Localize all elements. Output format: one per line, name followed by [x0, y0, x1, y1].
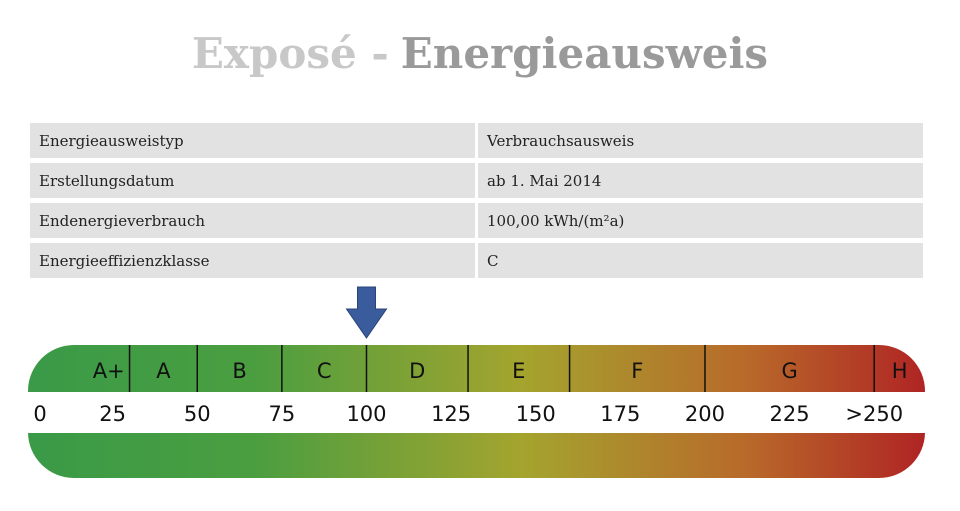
table-cell — [478, 163, 923, 198]
scale: A+ A B C D E F G H 0 25 50 75 100 125 150 175 200 225 >250 — [33, 286, 908, 426]
tick-label: 200 — [685, 402, 725, 426]
cell-text: Energieausweistyp — [39, 132, 184, 150]
class-label: A+ — [93, 359, 125, 383]
tick-label: >250 — [845, 402, 903, 426]
title-prefix: Exposé - — [192, 29, 389, 78]
table-cell — [478, 203, 923, 238]
class-label: G — [781, 359, 797, 383]
consumption-marker — [345, 286, 388, 339]
table-cell — [478, 243, 923, 278]
table-cell — [30, 163, 475, 198]
cell-text: Erstellungsdatum — [39, 172, 174, 190]
table-cell — [30, 123, 475, 158]
cell-text: Verbrauchsausweis — [486, 132, 634, 150]
info-table: Energieausweistyp Verbrauchsausweis Erstel… — [30, 123, 923, 278]
cell-text: Endenergieverbrauch — [39, 212, 205, 230]
tick-label: 175 — [600, 402, 640, 426]
class-label: H — [892, 359, 908, 383]
tick-label: 150 — [516, 402, 556, 426]
class-label: F — [631, 359, 643, 383]
tick-band — [28, 392, 925, 433]
scale-bar — [28, 345, 925, 478]
cell-text: C — [487, 252, 498, 270]
class-label: C — [317, 359, 332, 383]
title-main: Energieausweis — [401, 29, 768, 78]
table-cell — [478, 123, 923, 158]
table-cell — [30, 243, 475, 278]
class-label: B — [232, 359, 246, 383]
tick-label: 0 — [33, 402, 46, 426]
title: Exposé - Energieausweis — [192, 29, 768, 78]
class-label: D — [409, 359, 425, 383]
class-label: A — [156, 359, 171, 383]
tick-label: 75 — [269, 402, 296, 426]
cell-text: ab 1. Mai 2014 — [487, 172, 601, 190]
tick-label: 125 — [431, 402, 471, 426]
cell-text: 100,00 kWh/(m²a) — [487, 212, 624, 230]
table-cell — [30, 203, 475, 238]
cell-text: Energieeffizienzklasse — [39, 252, 210, 270]
tick-label: 100 — [346, 402, 386, 426]
tick-label: 50 — [184, 402, 211, 426]
class-label: E — [512, 359, 525, 383]
tick-label: 25 — [99, 402, 126, 426]
tick-label: 225 — [770, 402, 810, 426]
